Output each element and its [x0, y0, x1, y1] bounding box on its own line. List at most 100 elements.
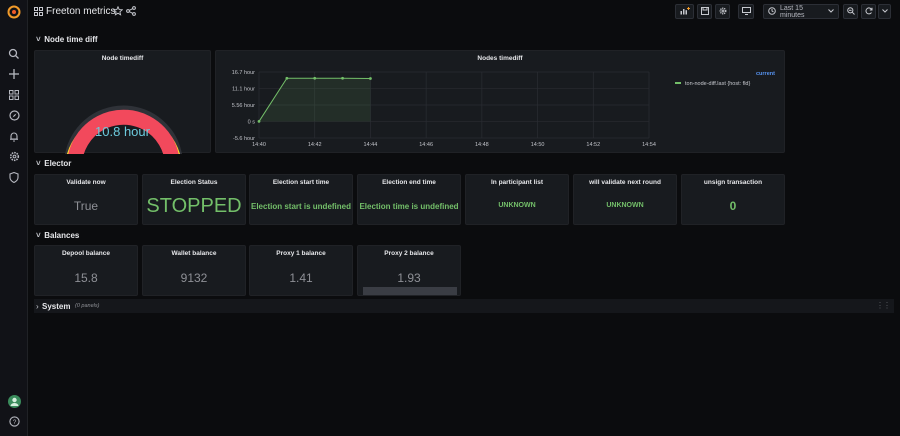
stat-value: STOPPED — [146, 195, 242, 217]
gauge-track — [65, 105, 182, 154]
alerting-bell-icon[interactable] — [6, 128, 22, 144]
dashboard-settings-button[interactable] — [715, 4, 730, 19]
panel-title: Wallet balance — [171, 250, 217, 257]
plus-icon[interactable] — [6, 66, 22, 82]
drag-handle-icon[interactable]: ⋮⋮ — [876, 301, 891, 310]
x-tick-label: 14:52 — [586, 142, 600, 148]
panel-title: Proxy 1 balance — [276, 250, 326, 257]
panel-title: Nodes timediff — [477, 55, 523, 62]
chevron-down-icon — [828, 8, 834, 15]
stat-value: UNKNOWN — [498, 202, 536, 209]
panel-title: Node timediff — [101, 55, 144, 62]
row-system[interactable]: › System (0 panels) ⋮⋮ — [34, 299, 894, 313]
panel-title: Depool balance — [61, 250, 111, 257]
time-range-picker[interactable]: Last 15 minutes — [763, 4, 839, 19]
legend-entry[interactable]: ton-node-diff.last {host: fld} — [685, 81, 751, 87]
data-point — [313, 76, 317, 80]
gauge-panel[interactable]: Node timediff 10.8 hour — [34, 50, 211, 154]
panel-title: In participant list — [490, 179, 543, 186]
dashboard-title[interactable]: Freeton metrics — [46, 6, 116, 17]
help-icon[interactable]: ? — [6, 413, 22, 429]
explore-icon[interactable] — [6, 107, 22, 123]
x-tick-label: 14:42 — [308, 142, 322, 148]
stat-value: True — [73, 199, 99, 213]
stat-value: Election time is undefined — [359, 202, 459, 211]
view-mode-button[interactable] — [738, 4, 754, 19]
search-icon[interactable] — [6, 46, 22, 62]
chevron-down-icon — [881, 8, 888, 15]
gauge-value: 10.8 hour — [95, 124, 150, 139]
chevron-down-icon: ˅ — [36, 35, 41, 44]
dashboards-icon[interactable] — [6, 87, 22, 103]
time-range-label: Last 15 minutes — [780, 4, 805, 19]
panel-title: Election end time — [382, 179, 436, 186]
row-title: Node time diff — [44, 35, 98, 44]
panel-title: Election Status — [170, 179, 218, 186]
gear-icon[interactable] — [6, 148, 22, 164]
stat-value: Election start is undefined — [250, 202, 351, 211]
refresh-interval-dropdown[interactable] — [878, 4, 891, 19]
stat-value: 1.93 — [397, 271, 421, 285]
panel-title: Validate now — [66, 179, 106, 186]
row-balances[interactable]: ˅ Balances — [36, 231, 79, 240]
row-elector[interactable]: ˅ Elector — [36, 159, 71, 168]
avatar[interactable] — [6, 393, 22, 409]
timeseries-panel[interactable]: Nodes timediff 16.7 hour 11.1 hour 5.56 ho… — [215, 50, 785, 153]
stat-value: UNKNOWN — [606, 202, 644, 209]
data-point — [341, 76, 344, 80]
gear-icon — [719, 7, 727, 17]
chevron-down-icon: ˅ — [36, 231, 41, 240]
row-node-time-diff[interactable]: ˅ Node time diff — [36, 35, 98, 44]
stat-value: 15.8 — [74, 271, 98, 285]
stat-value: 9132 — [180, 271, 208, 285]
zoom-out-button[interactable] — [843, 4, 858, 19]
row-title: System — [42, 302, 71, 311]
validate-next-round-panel[interactable]: will validate next round UNKNOWN — [573, 174, 677, 225]
y-tick-label: 0 s — [248, 119, 256, 125]
row-title: Balances — [44, 231, 80, 240]
data-point — [257, 120, 261, 123]
y-tick-label: -5.6 hour — [233, 136, 255, 142]
grafana-logo-icon[interactable] — [6, 4, 22, 20]
proxy1-balance-panel[interactable]: Proxy 1 balance 1.41 — [249, 245, 353, 296]
data-point — [369, 77, 372, 80]
legend-swatch — [675, 82, 681, 84]
proxy2-balance-panel[interactable]: Proxy 2 balance 1.93 — [357, 245, 461, 296]
y-tick-label: 11.1 hour — [232, 87, 255, 93]
stat-value: 0 — [729, 199, 737, 213]
panel-title: Proxy 2 balance — [384, 250, 434, 257]
election-start-panel[interactable]: Election start time Election start is un… — [249, 174, 353, 225]
x-tick-label: 14:48 — [475, 142, 489, 148]
panel-title: Election start time — [272, 179, 330, 186]
unsign-transaction-panel[interactable]: unsign transaction 0 — [681, 174, 785, 225]
save-icon — [700, 6, 709, 17]
x-tick-label: 14:44 — [364, 142, 378, 148]
row-panel-count: (0 panels) — [75, 303, 100, 309]
wallet-balance-panel[interactable]: Wallet balance 9132 — [142, 245, 246, 296]
refresh-icon — [864, 6, 873, 17]
refresh-button[interactable] — [861, 4, 876, 19]
gauge-svg — [65, 105, 182, 154]
share-icon[interactable] — [126, 6, 136, 18]
validate-now-panel[interactable]: Validate now True — [34, 174, 138, 225]
x-tick-label: 14:46 — [419, 142, 433, 148]
participant-list-panel[interactable]: In participant list UNKNOWN — [465, 174, 569, 225]
series-area — [259, 78, 371, 122]
gauge-value-arc — [68, 109, 179, 154]
election-status-panel[interactable]: Election Status STOPPED — [142, 174, 246, 225]
depool-balance-panel[interactable]: Depool balance 15.8 — [34, 245, 138, 296]
monitor-icon — [741, 6, 751, 17]
add-panel-button[interactable] — [675, 4, 694, 19]
svg-text:?: ? — [12, 419, 16, 426]
data-point — [285, 76, 289, 80]
sidebar: ? — [0, 0, 28, 436]
y-tick-label: 5.56 hour — [232, 103, 255, 109]
panel-title: will validate next round — [589, 179, 661, 186]
stat-value: 1.41 — [289, 271, 313, 285]
dashboard-grid-icon — [34, 7, 43, 18]
shield-icon[interactable] — [6, 169, 22, 185]
election-end-panel[interactable]: Election end time Election time is undef… — [357, 174, 461, 225]
save-dashboard-button[interactable] — [697, 4, 712, 19]
star-icon[interactable] — [112, 5, 124, 18]
